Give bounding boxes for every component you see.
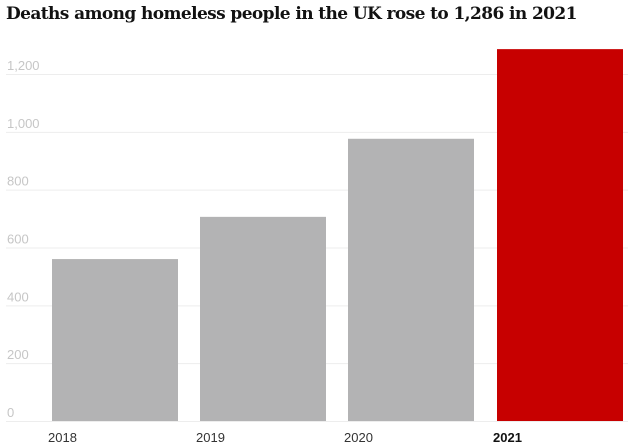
bar-2021 [497,49,623,422]
bar-2018 [52,259,178,421]
y-tick-label: 1,000 [7,116,40,131]
bar-2019 [200,216,326,421]
y-tick-label: 1,200 [7,58,40,73]
y-tick-label: 200 [7,347,29,362]
x-tick-label-2020: 2020 [344,430,373,445]
x-tick-label-2018: 2018 [48,430,77,445]
x-axis-ticks: 2018 2019 2020 2021 [48,430,522,445]
chart-title: Deaths among homeless people in the UK r… [6,4,577,24]
x-tick-label-2019: 2019 [196,430,225,445]
y-tick-label: 0 [7,405,14,420]
bars [52,49,623,422]
y-tick-label: 400 [7,289,29,304]
x-tick-label-2021: 2021 [493,430,522,445]
y-tick-label: 800 [7,174,29,189]
y-tick-label: 600 [7,232,29,247]
y-axis-ticks: 0 200 400 600 800 1,000 1,200 [7,58,40,420]
bar-2020 [348,138,474,422]
